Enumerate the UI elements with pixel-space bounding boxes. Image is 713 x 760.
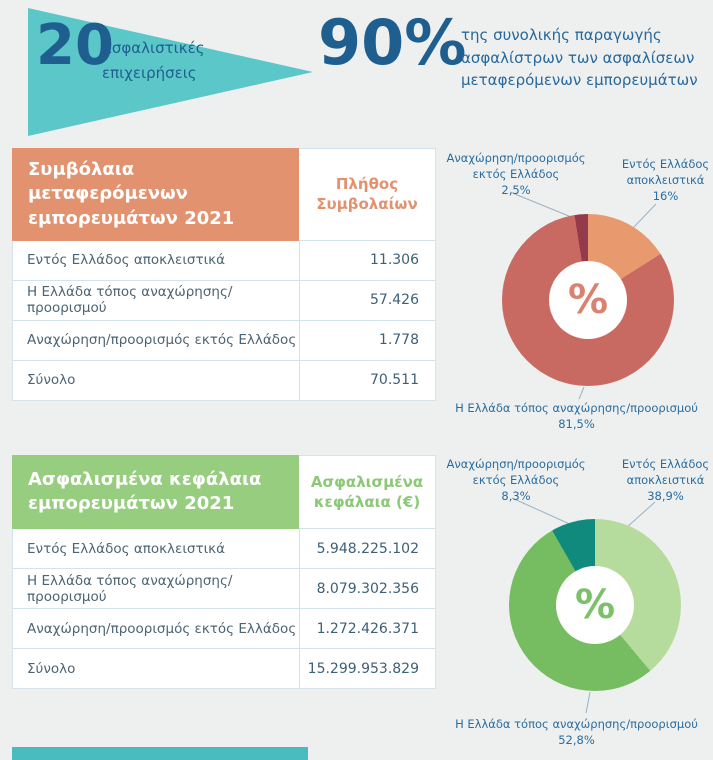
slice-label-text: Εντός Ελλάδος αποκλειστικά: [621, 157, 710, 188]
slice-label-within-greece: Εντός Ελλάδος αποκλειστικά 16%: [618, 156, 713, 204]
row-label: Εντός Ελλάδος αποκλειστικά: [13, 529, 300, 568]
slice-label-text: Εντός Ελλάδος αποκλειστικά: [621, 457, 710, 488]
leader-line: [631, 203, 657, 230]
table-row-total: Σύνολο 15.299.953.829: [12, 649, 436, 689]
donut-ring: %: [502, 214, 674, 386]
row-label: Η Ελλάδα τόπος αναχώρησης/προορισμού: [13, 569, 300, 608]
row-label: Αναχώρηση/προορισμός εκτός Ελλάδος: [13, 609, 300, 648]
table-row: Αναχώρηση/προορισμός εκτός Ελλάδος 1.778: [12, 320, 436, 361]
row-value: 70.511: [370, 372, 419, 389]
slice-label-text: Η Ελλάδα τόπος αναχώρησης/προορισμού: [455, 717, 698, 731]
slice-label-pct: 38,9%: [647, 489, 684, 504]
stat-percentage-number: 90%: [318, 6, 467, 79]
table-contracts-2021: Συμβόλαια μεταφερόμενων εμπορευμάτων 202…: [12, 148, 436, 401]
slice-label-pct: 81,5%: [558, 417, 595, 432]
row-value: 5.948.225.102: [316, 540, 419, 557]
table-title: Ασφαλισμένα κεφάλαια εμπορευμάτων 2021: [12, 455, 299, 529]
donut-chart-insured-capital: Αναχώρηση/προορισμός εκτός Ελλάδος 8,3% …: [440, 450, 713, 755]
slice-label-pct: 2,5%: [501, 183, 531, 198]
table-row: Εντός Ελλάδος αποκλειστικά 11.306: [12, 240, 436, 281]
donut-center-label: %: [556, 566, 634, 644]
slice-label-outside-greece: Αναχώρηση/προορισμός εκτός Ελλάδος 8,3%: [440, 456, 592, 504]
slice-label-greece-origin-destination: Η Ελλάδα τόπος αναχώρησης/προορισμού 52,…: [440, 716, 713, 748]
table-row-total: Σύνολο 70.511: [12, 360, 436, 401]
leader-line: [578, 386, 585, 400]
stat-companies-label: ασφαλιστικές επιχειρήσεις: [102, 39, 205, 82]
table-row: Αναχώρηση/προορισμός εκτός Ελλάδος 1.272…: [12, 609, 436, 649]
row-value: 15.299.953.829: [307, 660, 419, 677]
row-label: Σύνολο: [13, 649, 300, 688]
row-label: Σύνολο: [13, 360, 300, 400]
row-label: Η Ελλάδα τόπος αναχώρησης/προορισμού: [13, 280, 300, 320]
slice-label-text: Αναχώρηση/προορισμός εκτός Ελλάδος: [446, 457, 586, 488]
table-row: Η Ελλάδα τόπος αναχώρησης/προορισμού 8.0…: [12, 569, 436, 609]
slice-label-text: Η Ελλάδα τόπος αναχώρησης/προορισμού: [455, 401, 698, 415]
next-section-header-bar: [12, 747, 308, 760]
table-header: Ασφαλισμένα κεφάλαια εμπορευμάτων 2021 Α…: [12, 455, 436, 529]
slice-label-text: Αναχώρηση/προορισμός εκτός Ελλάδος: [446, 151, 586, 182]
slice-label-outside-greece: Αναχώρηση/προορισμός εκτός Ελλάδος 2,5%: [440, 150, 592, 198]
table-column-header: Ασφαλισμένα κεφάλαια (€): [299, 455, 436, 529]
table-insured-capital-2021: Ασφαλισμένα κεφάλαια εμπορευμάτων 2021 Α…: [12, 455, 436, 689]
table-column-header: Πλήθος Συμβολαίων: [299, 148, 436, 241]
slice-label-within-greece: Εντός Ελλάδος αποκλειστικά 38,9%: [618, 456, 713, 504]
donut-chart-contracts: Αναχώρηση/προορισμός εκτός Ελλάδος 2,5% …: [440, 142, 713, 437]
table-row: Η Ελλάδα τόπος αναχώρησης/προορισμού 57.…: [12, 280, 436, 321]
table-header: Συμβόλαια μεταφερόμενων εμπορευμάτων 202…: [12, 148, 436, 241]
row-value: 57.426: [370, 292, 419, 309]
table-row: Εντός Ελλάδος αποκλειστικά 5.948.225.102: [12, 529, 436, 569]
row-value: 8.079.302.356: [316, 580, 419, 597]
slice-label-pct: 52,8%: [558, 733, 595, 748]
row-value: 1.272.426.371: [316, 620, 419, 637]
donut-center-label: %: [549, 261, 627, 339]
row-value: 1.778: [378, 332, 419, 349]
stat-companies-number: 20: [36, 13, 114, 78]
donut-ring: %: [509, 519, 681, 691]
row-label: Αναχώρηση/προορισμός εκτός Ελλάδος: [13, 320, 300, 360]
table-title: Συμβόλαια μεταφερόμενων εμπορευμάτων 202…: [12, 148, 299, 241]
leader-line: [585, 691, 591, 714]
slice-label-pct: 16%: [652, 189, 679, 204]
row-label: Εντός Ελλάδος αποκλειστικά: [13, 240, 300, 280]
row-value: 11.306: [370, 252, 419, 269]
leader-line: [625, 501, 656, 529]
stat-percentage-label: της συνολικής παραγωγής ασφαλίστρων των …: [461, 26, 698, 89]
slice-label-greece-origin-destination: Η Ελλάδα τόπος αναχώρησης/προορισμού 81,…: [440, 400, 713, 432]
slice-label-pct: 8,3%: [501, 489, 531, 504]
